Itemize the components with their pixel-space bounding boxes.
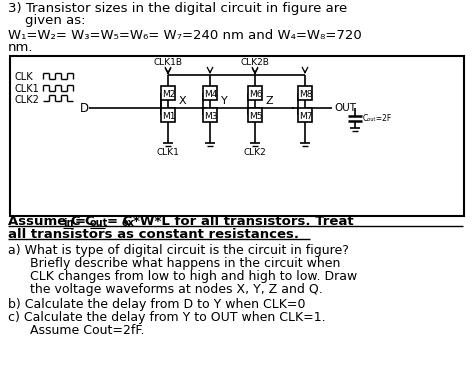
Text: M3: M3 [204, 111, 218, 120]
Text: nm.: nm. [8, 41, 34, 54]
Text: X: X [179, 96, 187, 106]
Bar [203, 108, 217, 122]
Bar [248, 108, 262, 122]
Text: CLK1B: CLK1B [154, 58, 182, 67]
Text: Assume Cout=2fF.: Assume Cout=2fF. [30, 324, 145, 337]
Bar [203, 86, 217, 100]
Text: M6: M6 [249, 89, 263, 98]
Text: CLK changes from low to high and high to low. Draw: CLK changes from low to high and high to… [30, 270, 357, 283]
Text: a) What is type of digital circuit is the circuit in figure?: a) What is type of digital circuit is th… [8, 244, 349, 257]
Text: Y: Y [221, 96, 228, 106]
Text: CLK2: CLK2 [244, 148, 266, 157]
Text: Cₒᵤₜ=2F: Cₒᵤₜ=2F [363, 114, 392, 123]
Text: M2: M2 [162, 89, 176, 98]
Text: M1: M1 [162, 111, 176, 120]
Text: Briefly describe what happens in the circuit when: Briefly describe what happens in the cir… [30, 257, 340, 270]
Text: W₁=W₂= W₃=W₅=W₆= W₇=240 nm and W₄=W₈=720: W₁=W₂= W₃=W₅=W₆= W₇=240 nm and W₄=W₈=720 [8, 29, 362, 42]
Text: in: in [63, 218, 73, 228]
Bar [161, 86, 175, 100]
Text: ox: ox [122, 218, 135, 228]
Text: = C: = C [107, 215, 132, 228]
Text: 3) Transistor sizes in the digital circuit in figure are: 3) Transistor sizes in the digital circu… [8, 2, 347, 15]
Text: M5: M5 [249, 111, 263, 120]
Text: CLK2B: CLK2B [241, 58, 269, 67]
Text: all transistors as constant resistances.: all transistors as constant resistances. [8, 228, 299, 241]
Text: Assume C: Assume C [8, 215, 81, 228]
Text: the voltage waveforms at nodes X, Y, Z and Q.: the voltage waveforms at nodes X, Y, Z a… [30, 283, 323, 296]
Bar [248, 86, 262, 100]
Text: CLK2: CLK2 [15, 95, 40, 105]
Text: CLK: CLK [15, 72, 34, 82]
Bar [161, 108, 175, 122]
Text: Z: Z [266, 96, 273, 106]
Bar [298, 108, 312, 122]
Text: CLK1: CLK1 [156, 148, 180, 157]
Bar [10, 56, 464, 216]
Text: out: out [90, 218, 108, 228]
Text: given as:: given as: [8, 14, 85, 27]
Bar [298, 86, 312, 100]
Text: M7: M7 [299, 111, 313, 120]
Text: D: D [80, 102, 89, 114]
Text: *W*L for all transistors. Treat: *W*L for all transistors. Treat [133, 215, 354, 228]
Text: b) Calculate the delay from D to Y when CLK=0: b) Calculate the delay from D to Y when … [8, 298, 306, 311]
Text: =C: =C [75, 215, 96, 228]
Text: c) Calculate the delay from Y to OUT when CLK=1.: c) Calculate the delay from Y to OUT whe… [8, 311, 326, 324]
Text: CLK1: CLK1 [15, 84, 40, 94]
Text: M8: M8 [299, 89, 313, 98]
Text: M4: M4 [204, 89, 218, 98]
Text: OUT: OUT [334, 103, 356, 113]
